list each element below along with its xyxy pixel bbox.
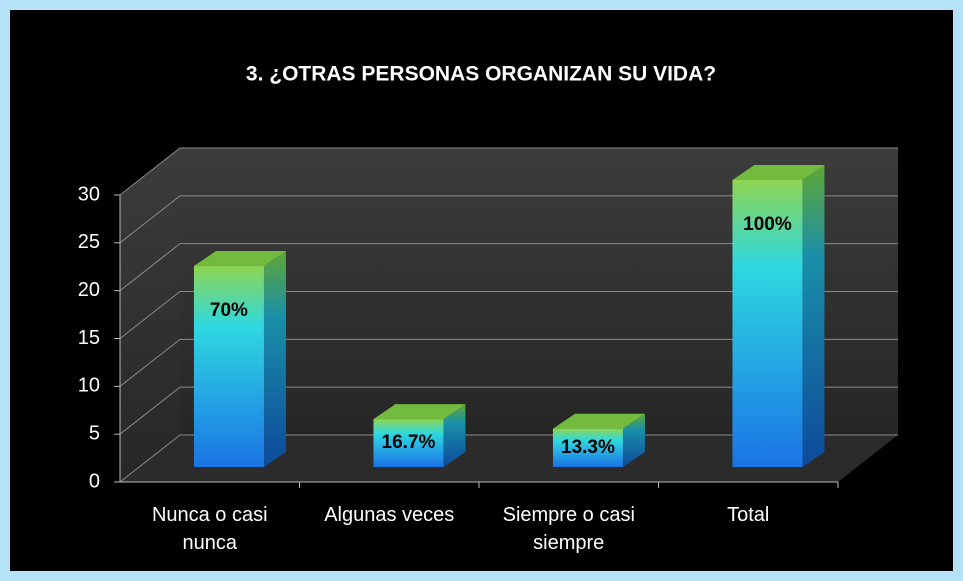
bar [373, 419, 444, 467]
grid-line [119, 386, 898, 435]
value-label: 70% [210, 300, 248, 321]
chart-title: 3. ¿OTRAS PERSONAS ORGANIZAN SU VIDA? [246, 63, 716, 86]
y-tick-label: 10 [78, 375, 100, 397]
bar-top [373, 404, 466, 420]
grid-line [119, 434, 898, 483]
floor [120, 435, 898, 482]
value-label: 13.3% [561, 437, 615, 458]
bar [732, 179, 803, 467]
grid-line [119, 291, 898, 339]
x-tick-label: Algunas veces [324, 504, 455, 526]
x-tick-label: Siempre o casi siempre [502, 504, 635, 554]
bar-side [622, 413, 645, 467]
grid-line [119, 338, 898, 387]
bar-top [552, 413, 645, 429]
x-tick-label: Total [727, 504, 770, 526]
y-tick-label: 5 [89, 422, 100, 444]
y-tick-label: 0 [89, 470, 100, 492]
bar [552, 428, 623, 467]
bar-side [802, 164, 825, 467]
bar-side [263, 251, 286, 467]
y-tick-label: 25 [78, 231, 100, 253]
grid-line [119, 243, 898, 292]
y-tick-label: 20 [78, 279, 100, 301]
bar-side [443, 404, 466, 467]
value-label: 16.7% [382, 432, 436, 453]
y-tick-label: 30 [78, 183, 100, 205]
value-label: 100% [743, 214, 792, 235]
grid-line [119, 195, 898, 244]
y-tick-label: 15 [78, 327, 100, 349]
bar-top [193, 251, 286, 267]
x-tick-label: Nunca o casi nunca [151, 504, 268, 554]
bar-top [732, 164, 825, 180]
bar [193, 266, 264, 467]
grid-line [119, 147, 898, 196]
